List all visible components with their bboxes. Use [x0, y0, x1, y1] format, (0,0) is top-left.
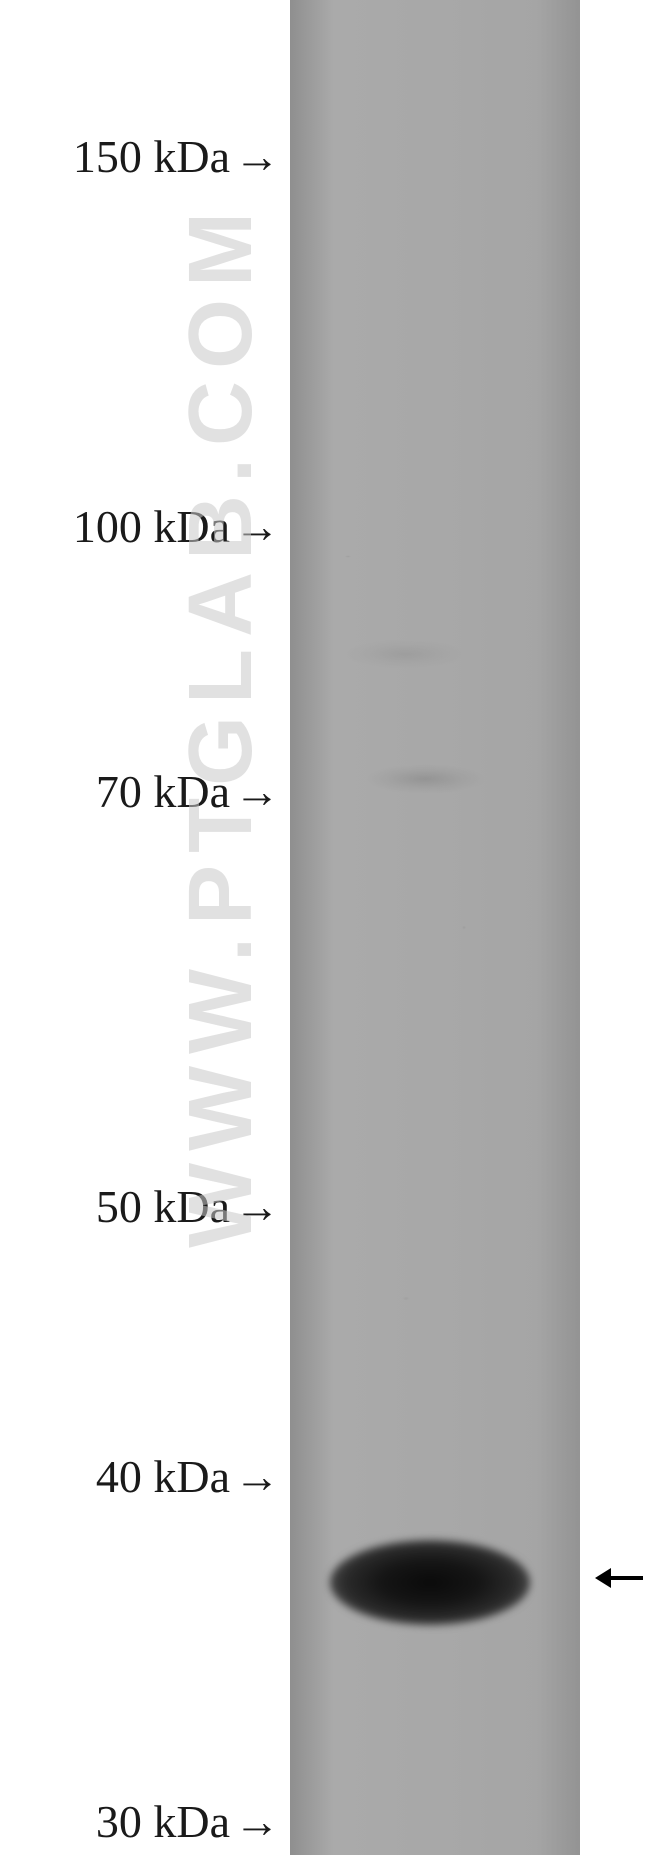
marker-40kda: 40 kDa→: [96, 1450, 280, 1503]
marker-label: 30 kDa: [96, 1795, 230, 1848]
marker-150kda: 150 kDa→: [73, 130, 280, 183]
main-protein-band: [330, 1540, 530, 1625]
watermark-text: WWW.PTGLAB.COM: [170, 200, 273, 1248]
arrow-right-icon: →: [234, 1450, 280, 1503]
marker-label: 150 kDa: [73, 130, 230, 183]
marker-30kda: 30 kDa→: [96, 1795, 280, 1848]
marker-label: 40 kDa: [96, 1450, 230, 1503]
marker-50kda: 50 kDa→: [96, 1180, 280, 1233]
arrow-right-icon: →: [234, 500, 280, 553]
arrow-right-icon: →: [234, 130, 280, 183]
marker-label: 50 kDa: [96, 1180, 230, 1233]
marker-label: 100 kDa: [73, 500, 230, 553]
arrow-left-icon: [595, 1558, 645, 1598]
arrow-right-icon: →: [234, 765, 280, 818]
marker-70kda: 70 kDa→: [96, 765, 280, 818]
marker-100kda: 100 kDa→: [73, 500, 280, 553]
result-arrow-icon: [595, 1555, 645, 1610]
arrow-right-icon: →: [234, 1180, 280, 1233]
faint-band-upper: [345, 640, 465, 668]
marker-label: 70 kDa: [96, 765, 230, 818]
faint-band-70kda: [360, 760, 490, 798]
arrow-right-icon: →: [234, 1795, 280, 1848]
